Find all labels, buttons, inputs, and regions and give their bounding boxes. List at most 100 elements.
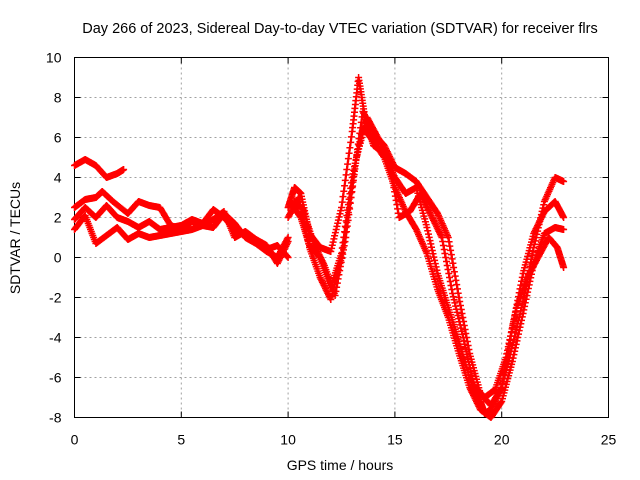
data-point-marker [510, 318, 518, 326]
data-point-marker [447, 246, 455, 254]
data-point-marker [539, 211, 547, 219]
data-point-marker [331, 229, 339, 237]
data-point-marker [338, 204, 345, 211]
data-point-marker [426, 237, 434, 245]
data-point-marker [446, 242, 454, 250]
data-point-marker [507, 329, 515, 336]
data-point-marker [516, 323, 524, 331]
data-point-marker [458, 310, 466, 317]
data-point-marker [511, 311, 519, 319]
data-point-marker [438, 234, 446, 241]
y-tick-label: 6 [54, 130, 62, 146]
data-point-marker [391, 188, 399, 196]
data-point-marker [466, 385, 474, 393]
data-point-marker [462, 344, 469, 352]
y-tick-label: 10 [46, 50, 62, 66]
data-point-marker [466, 364, 474, 372]
data-point-marker [339, 193, 347, 201]
y-tick-label: -2 [49, 290, 62, 306]
data-point-marker [560, 178, 568, 185]
data-series [71, 74, 568, 421]
data-point-marker [459, 330, 466, 338]
data-point-marker [327, 248, 335, 255]
data-point-marker [518, 313, 526, 321]
data-point-marker [337, 258, 345, 266]
data-point-marker [394, 205, 402, 213]
data-point-marker [452, 302, 460, 310]
data-point-marker [560, 264, 568, 271]
data-point-marker [284, 238, 292, 245]
data-point-marker [284, 254, 292, 261]
data-point-marker [386, 162, 394, 170]
x-tick-label: 15 [387, 432, 403, 448]
data-point-marker [280, 247, 287, 255]
data-point-marker [510, 351, 518, 359]
data-point-marker [455, 318, 463, 326]
x-tick-label: 10 [280, 432, 296, 448]
data-point-marker [504, 346, 511, 354]
data-point-marker [462, 330, 470, 337]
data-point-marker [333, 222, 341, 230]
data-point-marker [450, 264, 458, 271]
y-tick-label: 0 [54, 250, 62, 266]
data-point-marker [453, 308, 461, 316]
data-point-marker [428, 243, 435, 251]
data-point-marker [346, 199, 354, 207]
data-point-marker [360, 109, 368, 117]
data-point-marker [458, 327, 466, 335]
data-point-marker [331, 292, 339, 299]
data-point-marker [520, 306, 528, 314]
data-point-marker [335, 213, 343, 221]
data-point-marker [507, 332, 514, 340]
data-point-marker [317, 275, 325, 283]
data-point-marker [511, 344, 519, 352]
series-track-1 [71, 156, 128, 181]
data-point-marker [336, 263, 344, 270]
data-point-marker [444, 266, 452, 273]
data-point-marker [518, 316, 525, 324]
data-point-marker [311, 241, 318, 249]
data-point-marker [344, 160, 352, 168]
data-point-marker [468, 375, 476, 383]
data-point-marker [425, 233, 433, 241]
data-point-marker [447, 282, 455, 289]
data-point-marker [464, 354, 472, 362]
data-point-marker [345, 149, 353, 157]
data-point-marker [560, 214, 568, 221]
data-point-marker [441, 250, 449, 257]
data-point-marker [423, 224, 431, 231]
data-point-marker [514, 334, 522, 341]
series-track-8 [291, 114, 568, 401]
data-point-marker [449, 293, 457, 301]
data-point-marker [433, 224, 441, 232]
data-point-marker [347, 194, 355, 201]
y-tick-label: -4 [49, 330, 62, 346]
series-track-4 [71, 208, 292, 267]
data-point-marker [512, 340, 520, 348]
data-point-marker [429, 250, 437, 258]
data-point-marker [515, 327, 523, 335]
y-tick-label: -6 [49, 370, 62, 386]
data-point-marker [120, 166, 128, 173]
data-point-marker [340, 187, 348, 195]
series-track-7 [288, 124, 568, 421]
data-point-marker [343, 166, 351, 173]
data-point-marker [460, 337, 468, 345]
data-point-marker [456, 298, 464, 305]
data-point-marker [349, 176, 357, 184]
data-point-marker [331, 232, 339, 240]
data-point-marker [509, 354, 517, 362]
data-point-marker [439, 242, 447, 249]
data-point-marker [450, 268, 458, 276]
data-point-marker [424, 227, 432, 235]
y-tick-label: 2 [54, 210, 62, 226]
data-point-marker [444, 234, 452, 241]
data-point-marker [351, 165, 359, 173]
data-point-marker [333, 283, 341, 291]
data-point-marker [328, 241, 336, 249]
data-point-marker [283, 253, 291, 261]
data-point-marker [388, 171, 395, 179]
data-point-marker [503, 350, 511, 358]
data-point-marker [347, 133, 355, 141]
